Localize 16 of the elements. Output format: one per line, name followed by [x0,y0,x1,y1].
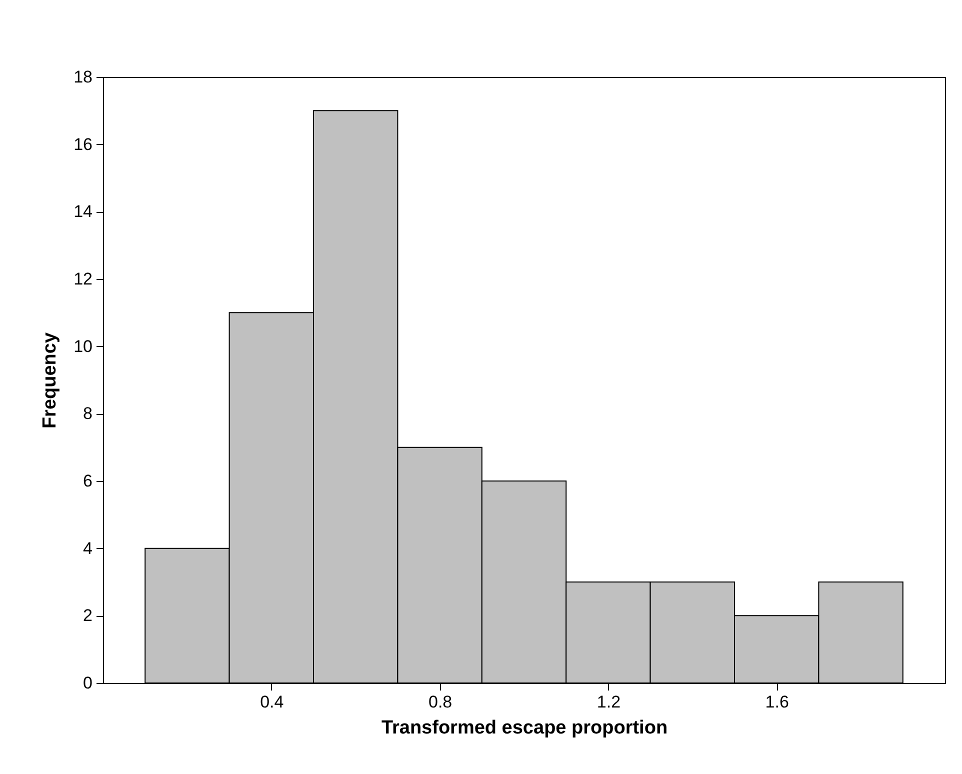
y-tick-label: 4 [83,538,92,558]
y-axis-title: Frequency [40,332,61,429]
y-tick-label: 0 [83,674,92,692]
y-tick-label: 14 [74,202,92,222]
x-tick-label: 0.4 [260,692,284,712]
y-tick-label: 10 [74,336,92,356]
x-axis-title: Transformed escape proportion [381,718,668,738]
y-tick-label: 16 [74,134,92,154]
x-tick-label: 0.8 [428,692,452,712]
y-tick-label: 12 [74,270,92,288]
y-tick-label: 2 [83,606,92,626]
x-tick-label: 1.2 [596,692,621,712]
y-tick-label: 6 [83,472,92,490]
x-tick-label: 1.6 [765,692,789,712]
y-tick-label: 8 [83,404,92,424]
y-tick-label: 18 [74,68,92,86]
